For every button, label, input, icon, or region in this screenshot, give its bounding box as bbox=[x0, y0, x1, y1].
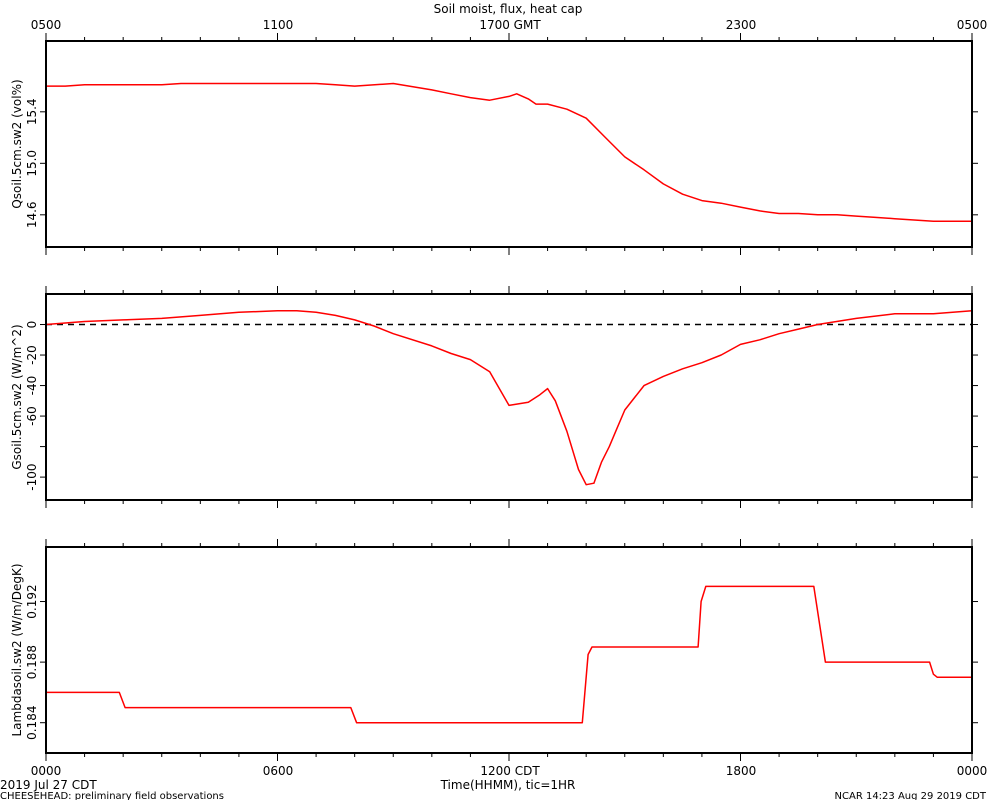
top-tick-label: 1100 bbox=[263, 18, 294, 32]
plot-frame bbox=[45, 293, 973, 501]
top-tick-label: 2300 bbox=[726, 18, 757, 32]
chart-title: Soil moist, flux, heat cap bbox=[434, 2, 583, 16]
y-tick-label: 0.184 bbox=[25, 706, 39, 740]
y-tick-label: -60 bbox=[25, 406, 39, 426]
y-tick-label: -40 bbox=[25, 376, 39, 396]
top-tick-label: 0500 bbox=[957, 18, 988, 32]
footer-left-note: CHEESEHEAD: preliminary field observatio… bbox=[0, 791, 224, 800]
y-tick-label: -20 bbox=[25, 345, 39, 365]
y-tick-label: 0 bbox=[25, 321, 39, 329]
y-tick-label: 15.0 bbox=[25, 150, 39, 177]
y-axis-label: Lambdasoil.sw2 (W/m/DegK) bbox=[10, 563, 24, 736]
y-axis-label: Qsoil.5cm.sw2 (vol%) bbox=[10, 79, 24, 208]
top-tick-label: 1700 GMT bbox=[479, 18, 541, 32]
top-tick-label: 0500 bbox=[31, 18, 62, 32]
bottom-tick-label: 0000 bbox=[31, 764, 62, 778]
plot-frame bbox=[45, 40, 973, 248]
y-tick-label: 14.6 bbox=[25, 201, 39, 228]
bottom-tick-label: 1200 CDT bbox=[480, 764, 540, 778]
y-tick-label: 0.192 bbox=[25, 584, 39, 618]
top-time-axis: 0500 1100 1700 GMT 2300 0500 bbox=[31, 18, 988, 32]
series-line bbox=[46, 82, 972, 222]
bottom-tick-label: 1800 bbox=[726, 764, 757, 778]
date-label: 2019 Jul 27 CDT bbox=[0, 778, 97, 792]
y-tick-label: -100 bbox=[25, 463, 39, 490]
y-tick-label: 0.188 bbox=[25, 645, 39, 679]
y-axis-label: Gsoil.5cm.sw2 (W/m^2) bbox=[10, 324, 24, 469]
series-line bbox=[45, 310, 973, 486]
bottom-tick-label: 0000 bbox=[957, 764, 988, 778]
footer-right-note: NCAR 14:23 Aug 29 2019 CDT bbox=[835, 791, 987, 800]
y-tick-label: 15.4 bbox=[25, 98, 39, 125]
plot-frame bbox=[45, 546, 973, 754]
series-line bbox=[46, 585, 972, 724]
x-axis-label: Time(HHMM), tic=1HR bbox=[440, 778, 576, 792]
bottom-tick-label: 0600 bbox=[263, 764, 294, 778]
bottom-time-axis: 0000 0600 1200 CDT 1800 0000 bbox=[31, 764, 988, 778]
